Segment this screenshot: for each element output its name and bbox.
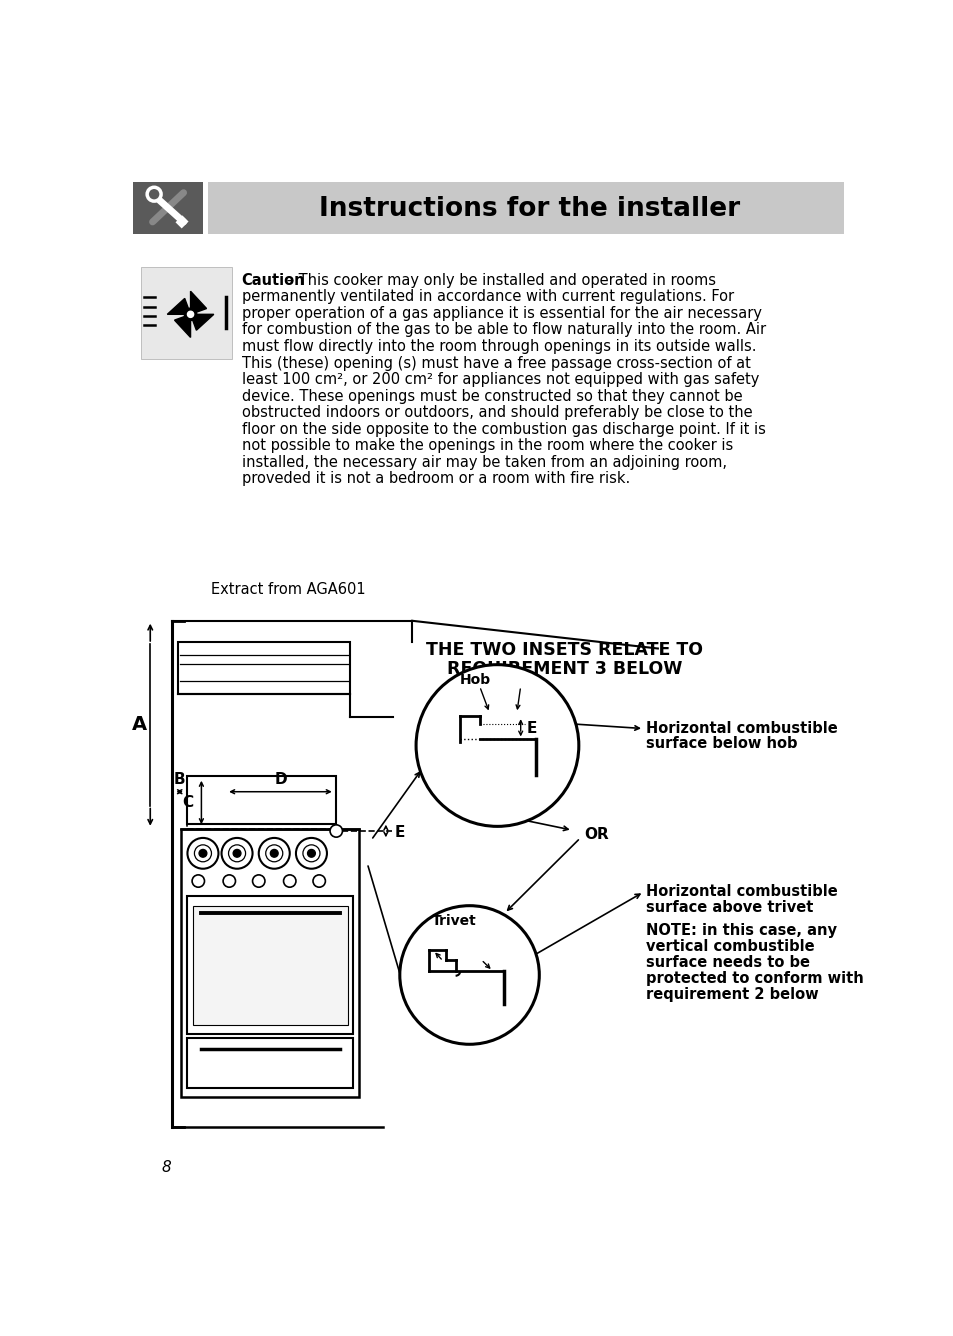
Circle shape <box>270 850 278 858</box>
Text: Extract from AGA601: Extract from AGA601 <box>211 582 365 597</box>
Text: vertical combustible: vertical combustible <box>645 939 814 954</box>
Text: obstructed indoors or outdoors, and should preferably be close to the: obstructed indoors or outdoors, and shou… <box>241 405 752 421</box>
Circle shape <box>330 824 342 838</box>
Circle shape <box>253 875 265 887</box>
Circle shape <box>266 844 282 862</box>
Text: must flow directly into the room through openings in its outside walls.: must flow directly into the room through… <box>241 339 756 354</box>
Text: surface above trivet: surface above trivet <box>645 899 813 915</box>
Bar <box>178 643 350 693</box>
Text: 8: 8 <box>162 1160 172 1174</box>
Text: protected to conform with: protected to conform with <box>645 971 863 986</box>
Text: NOTE: in this case, any: NOTE: in this case, any <box>645 923 837 938</box>
Text: surface below hob: surface below hob <box>645 736 797 751</box>
Text: E: E <box>394 826 404 840</box>
Text: THE TWO INSETS RELATE TO: THE TWO INSETS RELATE TO <box>426 641 702 659</box>
Text: A: A <box>132 715 147 735</box>
Circle shape <box>184 309 196 321</box>
Text: floor on the side opposite to the combustion gas discharge point. If it is: floor on the side opposite to the combus… <box>241 422 764 437</box>
Circle shape <box>307 850 315 858</box>
Circle shape <box>399 906 538 1045</box>
Text: not possible to make the openings in the room where the cooker is: not possible to make the openings in the… <box>241 438 732 453</box>
Circle shape <box>416 665 578 827</box>
Text: installed, the necessary air may be taken from an adjoining room,: installed, the necessary air may be take… <box>241 454 726 470</box>
Text: REQUIREMENT 3 BELOW: REQUIREMENT 3 BELOW <box>447 659 681 677</box>
Text: Hob: Hob <box>459 673 491 687</box>
Polygon shape <box>191 314 213 330</box>
Text: E: E <box>526 721 537 736</box>
Circle shape <box>223 875 235 887</box>
Text: C: C <box>182 795 193 810</box>
Circle shape <box>233 850 241 858</box>
Circle shape <box>258 838 290 868</box>
Text: permanently ventilated in accordance with current regulations. For: permanently ventilated in accordance wit… <box>241 290 733 305</box>
Bar <box>208 182 843 234</box>
Circle shape <box>194 844 212 862</box>
Text: Caution: Caution <box>241 273 305 287</box>
Text: surface needs to be: surface needs to be <box>645 955 809 970</box>
Text: Horizontal combustible: Horizontal combustible <box>645 884 837 899</box>
Text: proper operation of a gas appliance it is essential for the air necessary: proper operation of a gas appliance it i… <box>241 306 760 321</box>
Text: Instructions for the installer: Instructions for the installer <box>319 196 740 222</box>
Circle shape <box>229 844 245 862</box>
Polygon shape <box>167 298 191 314</box>
Text: device. These openings must be constructed so that they cannot be: device. These openings must be construct… <box>241 389 741 403</box>
Text: This (these) opening (s) must have a free passage cross-section of at: This (these) opening (s) must have a fre… <box>241 355 750 370</box>
Text: Trivet: Trivet <box>431 914 476 929</box>
Text: D: D <box>274 772 287 787</box>
Text: for combustion of the gas to be able to flow naturally into the room. Air: for combustion of the gas to be able to … <box>241 322 765 338</box>
Circle shape <box>147 187 161 202</box>
Bar <box>187 896 353 1034</box>
Text: B: B <box>173 772 185 787</box>
Text: proveded it is not a bedroom or a room with fire risk.: proveded it is not a bedroom or a room w… <box>241 472 629 486</box>
Circle shape <box>187 838 218 868</box>
Circle shape <box>221 838 253 868</box>
Circle shape <box>187 311 193 318</box>
Bar <box>181 828 359 1097</box>
Bar <box>187 776 335 828</box>
Text: – This cooker may only be installed and operated in rooms: – This cooker may only be installed and … <box>282 273 716 287</box>
Circle shape <box>313 875 325 887</box>
Bar <box>141 267 233 359</box>
Bar <box>187 1038 353 1088</box>
Polygon shape <box>191 291 207 314</box>
Circle shape <box>199 850 207 858</box>
Circle shape <box>192 875 204 887</box>
Text: requirement 2 below: requirement 2 below <box>645 987 818 1002</box>
Polygon shape <box>174 314 191 338</box>
Bar <box>133 182 203 234</box>
Text: least 100 cm², or 200 cm² for appliances not equipped with gas safety: least 100 cm², or 200 cm² for appliances… <box>241 371 759 387</box>
Text: Horizontal combustible: Horizontal combustible <box>645 721 837 736</box>
Bar <box>187 776 335 824</box>
Circle shape <box>283 875 295 887</box>
Circle shape <box>303 844 319 862</box>
Text: OR: OR <box>583 827 608 842</box>
Bar <box>193 906 348 1025</box>
Circle shape <box>295 838 327 868</box>
